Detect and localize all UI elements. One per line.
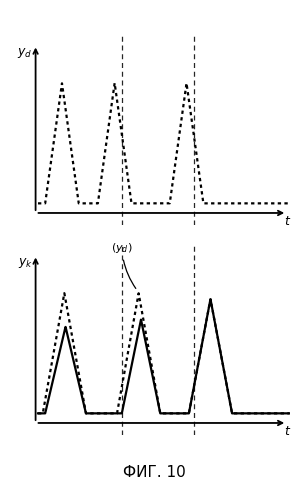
Text: $t$: $t$: [284, 426, 291, 438]
Text: $y_k$: $y_k$: [18, 256, 33, 270]
Text: $t$: $t$: [284, 216, 291, 228]
Text: $y_d$: $y_d$: [18, 46, 33, 60]
Text: ФИГ. 10: ФИГ. 10: [123, 465, 185, 480]
Text: $(y_d)$: $(y_d)$: [111, 240, 136, 288]
